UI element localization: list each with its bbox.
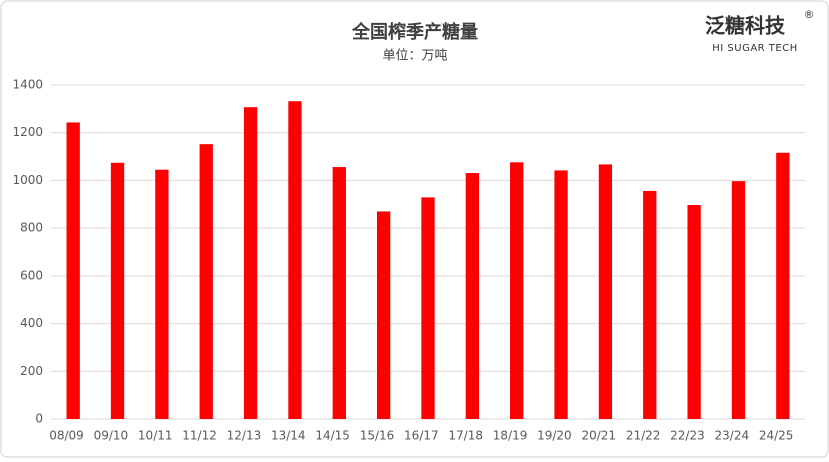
bar <box>687 205 701 419</box>
y-tick-label: 1400 <box>12 78 43 92</box>
bar <box>554 170 568 419</box>
y-tick-label: 1000 <box>12 173 43 187</box>
x-tick-label: 10/11 <box>138 429 173 443</box>
x-tick-label: 16/17 <box>404 429 439 443</box>
y-tick-label: 1200 <box>12 125 43 139</box>
x-tick-label: 12/13 <box>227 429 262 443</box>
x-tick-label: 21/22 <box>626 429 661 443</box>
x-tick-label: 14/15 <box>315 429 350 443</box>
x-tick-label: 13/14 <box>271 429 306 443</box>
bar <box>643 190 657 419</box>
x-tick-label: 23/24 <box>715 429 750 443</box>
bar <box>243 107 258 420</box>
bar <box>465 173 480 419</box>
bar <box>332 167 346 419</box>
x-tick-label: 15/16 <box>360 429 395 443</box>
bar <box>376 211 391 419</box>
logo-tagline: HI SUGAR TECH <box>712 43 797 54</box>
chart-title: 全国榨季产糖量 <box>351 21 478 43</box>
bar <box>421 197 435 419</box>
x-tick-label: 18/19 <box>493 429 528 443</box>
x-tick-label: 08/09 <box>49 429 84 443</box>
x-tick-label: 20/21 <box>581 429 616 443</box>
x-tick-label: 24/25 <box>759 429 794 443</box>
y-tick-label: 600 <box>20 268 43 282</box>
logo-mark: ® <box>804 8 815 21</box>
bar <box>155 169 169 419</box>
bar <box>598 164 613 419</box>
logo-name: 泛糖科技 <box>705 14 786 38</box>
bar <box>110 162 125 419</box>
y-tick-label: 0 <box>35 412 43 426</box>
x-tick-label: 11/12 <box>182 429 217 443</box>
chart-subtitle: 单位：万吨 <box>382 49 447 64</box>
y-tick-label: 200 <box>20 364 43 378</box>
x-tick-label: 17/18 <box>448 429 483 443</box>
bar <box>288 101 302 420</box>
bar <box>199 144 213 419</box>
y-tick-label: 400 <box>20 316 43 330</box>
y-tick-label: 800 <box>20 221 43 235</box>
x-tick-label: 22/23 <box>670 429 705 443</box>
bar <box>776 152 790 420</box>
bar <box>510 162 524 419</box>
bar <box>731 181 746 419</box>
x-tick-label: 09/10 <box>94 429 129 443</box>
bar <box>66 122 80 419</box>
x-tick-label: 19/20 <box>537 429 572 443</box>
